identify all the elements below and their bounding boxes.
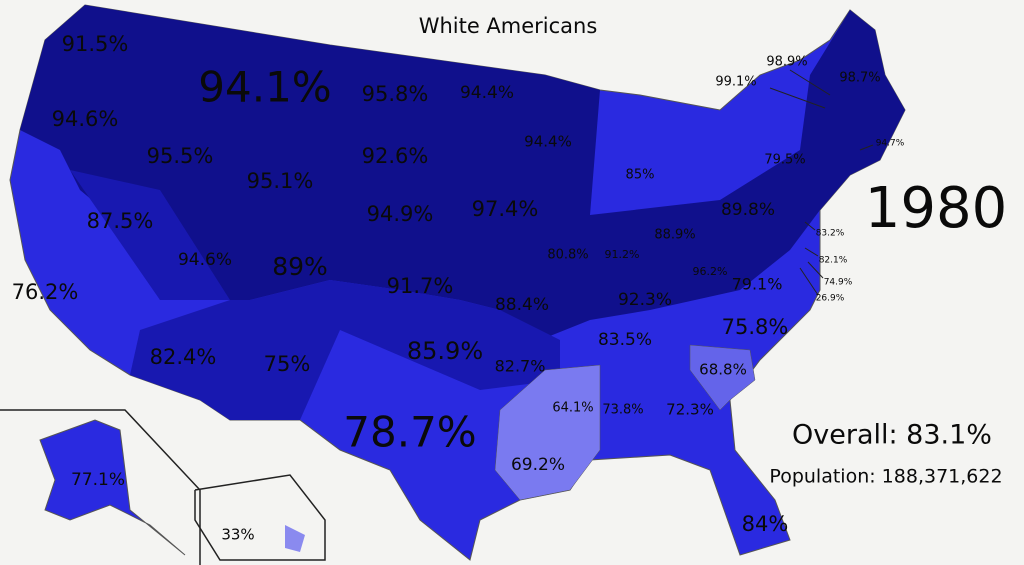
state-label: 26.9% (816, 294, 845, 304)
state-label: 79.1% (732, 275, 783, 294)
state-label: 88.4% (495, 295, 549, 315)
state-label: 95.5% (147, 144, 214, 168)
state-label: 94.7% (876, 139, 905, 149)
state-label: 74.9% (824, 278, 853, 288)
state-label: 72.3% (666, 401, 714, 419)
state-label: 69.2% (511, 455, 565, 475)
low-share-region (494, 364, 601, 501)
state-label: 91.5% (62, 32, 129, 56)
state-label: 33% (221, 526, 254, 544)
state-label: 94.6% (52, 107, 119, 131)
state-label: 64.1% (552, 401, 593, 416)
state-label: 85.9% (407, 337, 483, 365)
state-label: 94.1% (198, 63, 331, 112)
state-label: 91.2% (605, 248, 640, 261)
state-label: 82.7% (495, 357, 546, 376)
high-share-region (20, 5, 905, 340)
state-label: 99.1% (715, 75, 756, 90)
state-label: 94.6% (178, 250, 232, 270)
population: Population: 188,371,622 (769, 466, 1002, 488)
state-label: 68.8% (699, 361, 747, 379)
mid-share-region (70, 170, 560, 420)
state-label: 89.8% (721, 200, 775, 220)
state-label: 94.4% (460, 83, 514, 103)
low-share-region (689, 344, 756, 411)
hawaii (285, 525, 305, 552)
state-label: 75.8% (722, 315, 789, 339)
state-label: 89% (272, 252, 328, 281)
state-label: 78.7% (343, 408, 476, 457)
state-label: 85% (626, 168, 655, 183)
state-label: 91.7% (387, 274, 454, 298)
state-label: 96.2% (693, 265, 728, 278)
state-label: 95.1% (247, 169, 314, 193)
state-label: 83.2% (816, 229, 845, 239)
inset-frames (0, 409, 326, 565)
state-label: 80.8% (547, 248, 588, 263)
overall-share: Overall: 83.1% (792, 420, 992, 451)
state-label: 77.1% (71, 470, 125, 490)
state-label: 79.5% (764, 153, 805, 168)
state-label: 92.3% (618, 290, 672, 310)
alaska (39, 419, 186, 556)
state-label: 94.9% (367, 202, 434, 226)
state-label: 83.5% (598, 330, 652, 350)
state-label: 75% (264, 352, 311, 376)
state-label: 76.2% (12, 280, 79, 304)
year: 1980 (865, 176, 1008, 241)
state-label: 84% (742, 512, 789, 536)
state-label: 88.9% (654, 228, 695, 243)
state-label: 82.4% (150, 345, 217, 369)
callout-lines (769, 69, 874, 296)
state-label: 87.5% (87, 209, 154, 233)
map-title: White Americans (419, 14, 598, 38)
state-labels: 91.5% 94.1% 95.8% 94.4% 94.6% 95.5% 92.6… (12, 32, 905, 544)
state-label: 82.1% (819, 256, 848, 266)
state-label: 98.7% (839, 71, 880, 86)
state-label: 95.8% (362, 82, 429, 106)
state-label: 97.4% (472, 197, 539, 221)
state-label: 98.9% (766, 55, 807, 70)
state-label: 73.8% (602, 403, 643, 418)
state-label: 94.4% (524, 133, 572, 151)
state-label: 92.6% (362, 144, 429, 168)
